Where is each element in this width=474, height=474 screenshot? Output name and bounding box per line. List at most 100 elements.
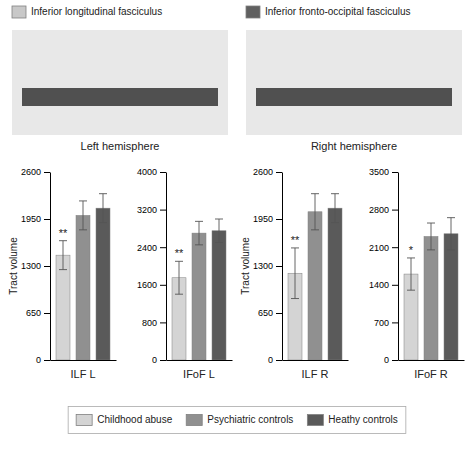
y-tick: 1950 <box>253 214 282 224</box>
legend-label: Heathy controls <box>328 414 397 425</box>
group-label: Left hemisphere <box>81 140 160 152</box>
x-axis-title: ILF R <box>302 368 329 380</box>
bar-chart: 0 800 1600 2400 3200 4000 ** IFoF L <box>137 167 233 380</box>
y-tick: 0 <box>268 355 282 365</box>
y-tick-mark <box>392 172 398 173</box>
x-axis-line <box>399 360 465 361</box>
image-placeholder <box>246 30 462 135</box>
y-tick: 1300 <box>21 261 50 271</box>
group-label: Right hemisphere <box>311 140 397 152</box>
bar <box>56 255 70 360</box>
legend-swatch <box>76 415 92 426</box>
y-tick-label: 3200 <box>137 205 157 215</box>
y-tick-label: 2800 <box>369 205 389 215</box>
y-tick-label: 1600 <box>137 280 157 290</box>
y-tick-label: 0 <box>384 355 389 365</box>
x-axis-line <box>283 360 349 361</box>
error-bar <box>195 221 203 245</box>
y-tick: 2400 <box>137 243 166 253</box>
plot-area <box>172 219 226 360</box>
y-tick-label: 1400 <box>369 280 389 290</box>
x-axis <box>51 360 117 361</box>
error-bar <box>215 219 223 243</box>
x-axis-title: IFoF L <box>183 368 215 380</box>
y-tick-label: 2400 <box>137 243 157 253</box>
image-band <box>256 88 452 106</box>
y-tick-mark <box>44 360 50 361</box>
y-tick-label: 800 <box>142 318 157 328</box>
y-axis: 0 700 1400 2100 2800 3500 <box>369 167 399 365</box>
bar-chart: 0650130019502600**ILF LTract volume <box>8 167 117 380</box>
y-tick-label: 4000 <box>137 167 157 177</box>
y-tick-label: 650 <box>258 308 273 318</box>
y-tick-label: 1300 <box>253 261 273 271</box>
y-tick-label: 1950 <box>253 214 273 224</box>
legend-swatch <box>186 415 202 426</box>
y-tick-mark <box>160 247 166 248</box>
y-tick-label: 2600 <box>253 167 273 177</box>
y-tick-mark <box>276 360 282 361</box>
y-tick-mark <box>160 360 166 361</box>
top-legend-label: Inferior longitudinal fasciculus <box>31 6 162 17</box>
y-tick: 0 <box>36 355 50 365</box>
y-tick-label: 1300 <box>21 261 41 271</box>
legend-label: Childhood abuse <box>97 414 172 425</box>
y-tick-mark <box>392 285 398 286</box>
legend-item: Psychiatric controls <box>186 414 293 426</box>
y-tick: 2600 <box>21 167 50 177</box>
y-tick-mark <box>392 210 398 211</box>
error-bar <box>59 241 67 270</box>
y-tick-mark <box>392 247 398 248</box>
y-tick: 650 <box>258 308 282 318</box>
bar <box>96 208 110 360</box>
y-tick-label: 0 <box>36 355 41 365</box>
error-bar <box>175 261 183 294</box>
y-tick-label: 650 <box>26 308 41 318</box>
y-tick-mark <box>44 313 50 314</box>
y-tick: 1600 <box>137 280 166 290</box>
y-tick-label: 2100 <box>369 243 389 253</box>
bar <box>308 212 322 360</box>
y-axis: 0650130019502600 <box>21 167 51 365</box>
legend: Childhood abuse Psychiatric controls Heath… <box>68 407 406 434</box>
legend-label: Psychiatric controls <box>207 414 293 425</box>
y-tick-mark <box>160 172 166 173</box>
y-axis: 0 650 1300 1950 2600 <box>253 167 283 365</box>
y-tick-label: 2600 <box>21 167 41 177</box>
error-bar <box>79 201 87 230</box>
y-tick-mark <box>392 360 398 361</box>
top-legend-label: Inferior fronto-occipital fasciculus <box>265 6 411 17</box>
bar-chart: 07001400210028003500*IFoF R <box>369 167 465 380</box>
y-tick: 2800 <box>369 205 398 215</box>
legend-item: Childhood abuse <box>76 414 172 426</box>
y-tick-label: 3500 <box>369 167 389 177</box>
top-legend-swatch <box>246 6 260 18</box>
significance-marker: ** <box>175 247 184 259</box>
error-bar <box>427 223 435 250</box>
y-tick-mark <box>160 210 166 211</box>
y-tick-label: 0 <box>152 355 157 365</box>
figure: Inferior longitudinal fasciculus Inferior… <box>0 0 474 474</box>
y-tick-label: 700 <box>374 318 389 328</box>
y-tick-mark <box>44 266 50 267</box>
error-bar <box>291 248 299 299</box>
plot-area <box>404 218 458 360</box>
y-tick-mark <box>44 172 50 173</box>
y-tick-mark <box>276 266 282 267</box>
bar <box>192 233 206 360</box>
y-tick: 800 <box>142 318 166 328</box>
bar-chart: 0650130019502600**ILF RTract volume <box>240 167 349 380</box>
y-tick-mark <box>276 172 282 173</box>
y-tick-mark <box>160 322 166 323</box>
y-tick: 1300 <box>253 261 282 271</box>
y-tick-mark <box>392 322 398 323</box>
error-bar <box>447 218 455 250</box>
x-axis <box>283 360 349 361</box>
y-tick: 4000 <box>137 167 166 177</box>
top-panel: Inferior longitudinal fasciculus Inferior… <box>12 6 462 152</box>
plot-area <box>288 194 342 360</box>
x-axis <box>399 360 465 361</box>
y-tick: 700 <box>374 318 398 328</box>
plot-area <box>56 194 110 360</box>
image-band <box>22 88 218 106</box>
